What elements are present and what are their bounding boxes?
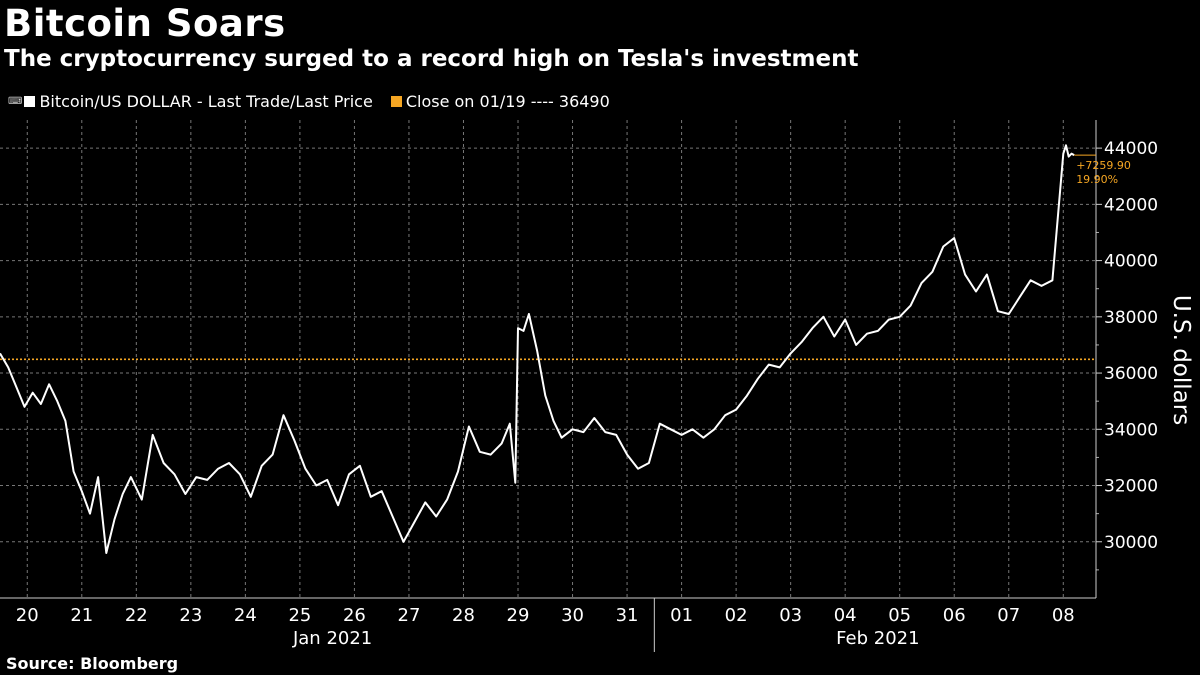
chart-axes: 30000 32000 34000 36000 38000 40000 42000 44000… (0, 120, 1158, 652)
x-tick-label: 01 (670, 605, 693, 626)
legend-item-series: ⌨ Bitcoin/US DOLLAR - Last Trade/Last Pr… (8, 92, 373, 111)
x-tick-label: 22 (125, 605, 148, 626)
y-tick-label: 34000 (1104, 420, 1158, 440)
series-group (0, 144, 1075, 554)
chart-grid (0, 120, 1096, 598)
source-note: Source: Bloomberg (6, 654, 179, 673)
x-tick-label: 25 (288, 605, 311, 626)
annotation-change-abs: +7259.90 (1076, 159, 1131, 172)
x-tick-label: 03 (779, 605, 802, 626)
x-tick-label: 05 (888, 605, 911, 626)
y-axis-label: U.S. dollars (1168, 295, 1194, 425)
x-tick-label: 04 (834, 605, 857, 626)
x-tick-label: 23 (179, 605, 202, 626)
y-tick-label: 36000 (1104, 364, 1158, 384)
price-series-line (0, 144, 1075, 554)
x-tick-label: 27 (398, 605, 421, 626)
legend-marker-icon: ⌨ (8, 96, 23, 107)
x-tick-label: 02 (725, 605, 748, 626)
legend-label-series: Bitcoin/US DOLLAR - Last Trade/Last Pric… (39, 92, 373, 111)
chart-title: Bitcoin Soars (4, 2, 286, 45)
month-label: Feb 2021 (836, 628, 919, 649)
x-tick-label: 29 (507, 605, 530, 626)
legend-label-reference: Close on 01/19 ---- 36490 (405, 92, 610, 111)
x-tick-label: 07 (997, 605, 1020, 626)
x-tick-label: 20 (16, 605, 39, 626)
x-tick-label: 08 (1052, 605, 1075, 626)
y-tick-label: 44000 (1104, 139, 1158, 159)
x-tick-label: 31 (616, 605, 639, 626)
x-tick-label: 28 (452, 605, 475, 626)
y-tick-label: 38000 (1104, 308, 1158, 328)
annotation-change-pct: 19.90% (1076, 173, 1118, 186)
legend-item-reference: Close on 01/19 ---- 36490 (390, 92, 610, 111)
chart-subtitle: The cryptocurrency surged to a record hi… (4, 46, 859, 72)
y-tick-label: 32000 (1104, 477, 1158, 497)
y-tick-label: 42000 (1104, 195, 1158, 215)
x-tick-label: 26 (343, 605, 366, 626)
x-tick-label: 06 (943, 605, 966, 626)
legend-swatch-series (24, 96, 36, 107)
legend: ⌨ Bitcoin/US DOLLAR - Last Trade/Last Pr… (8, 92, 628, 111)
y-tick-label: 40000 (1104, 252, 1158, 272)
x-tick-label: 21 (70, 605, 93, 626)
y-tick-label: 30000 (1104, 533, 1158, 553)
month-label: Jan 2021 (292, 628, 372, 649)
legend-swatch-reference (390, 96, 402, 107)
annotation-group: +7259.90 19.90% (1074, 154, 1131, 186)
x-tick-label: 24 (234, 605, 257, 626)
x-tick-label: 30 (561, 605, 584, 626)
